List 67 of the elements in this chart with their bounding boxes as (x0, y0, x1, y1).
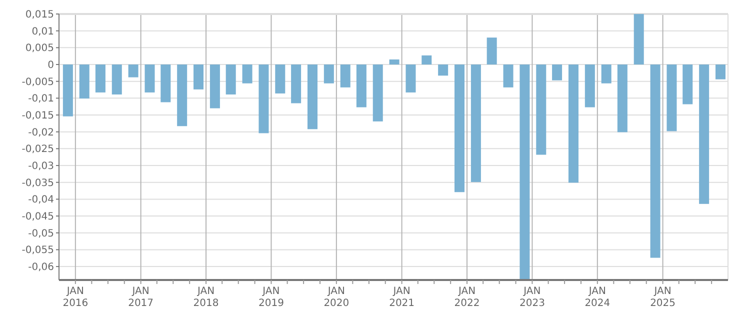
bar (682, 64, 693, 104)
bar (568, 64, 578, 183)
bar (536, 64, 546, 155)
x-tick-label: JAN 2018 (193, 286, 219, 309)
bar (62, 64, 73, 116)
bar (503, 64, 514, 88)
bar (194, 64, 204, 90)
bar (634, 14, 644, 65)
bar (177, 64, 188, 126)
bar (144, 64, 155, 92)
bar (406, 64, 416, 92)
bar (520, 64, 530, 280)
bar (210, 64, 220, 108)
bar (454, 64, 465, 192)
bar (95, 64, 106, 92)
x-tick-label: JAN 2020 (324, 286, 350, 309)
bar (356, 64, 366, 108)
bar (438, 64, 448, 76)
bar (486, 38, 497, 65)
bar (715, 64, 726, 80)
y-tick-label: -0,025 (22, 144, 54, 156)
y-tick-label: -0,04 (28, 194, 54, 206)
bar (112, 64, 122, 94)
bar (79, 64, 90, 99)
y-tick-label: 0,01 (32, 26, 54, 38)
y-tick-label: -0,02 (28, 127, 54, 138)
bar (128, 64, 138, 78)
x-tick-label: JAN 2022 (454, 286, 480, 309)
y-tick-label: -0,06 (28, 262, 54, 274)
bar (584, 64, 595, 108)
bar (324, 64, 334, 84)
y-tick-label: -0,055 (22, 245, 54, 256)
y-tick-label: -0,045 (22, 212, 54, 223)
y-tick-label: -0,005 (22, 76, 54, 88)
bar (160, 64, 171, 102)
bar (275, 64, 286, 94)
bar (372, 64, 383, 122)
x-tick-label: JAN 2024 (584, 286, 610, 309)
bar (422, 55, 432, 65)
y-tick-label: -0,05 (28, 228, 54, 240)
bar (601, 64, 612, 84)
x-tick-label: JAN 2023 (519, 286, 545, 309)
y-tick-label: -0,015 (22, 110, 54, 122)
bar (340, 64, 350, 88)
bar (242, 64, 252, 84)
bar (650, 64, 660, 258)
x-tick-label: JAN 2021 (389, 286, 415, 309)
y-tick-label: -0,035 (22, 178, 54, 189)
y-tick-label: -0,01 (28, 94, 54, 105)
bar (291, 64, 302, 104)
y-tick-label: -0,03 (28, 161, 54, 172)
x-tick-label: JAN 2025 (650, 286, 676, 309)
bar (470, 64, 481, 182)
bar (226, 64, 236, 94)
x-tick-label: JAN 2019 (258, 286, 284, 309)
y-tick-label: 0 (48, 60, 54, 72)
x-tick-label: JAN 2016 (62, 286, 88, 309)
bar (389, 59, 400, 65)
bar (699, 64, 710, 204)
bar (552, 64, 562, 80)
bar (617, 64, 628, 132)
x-tick-label: JAN 2017 (128, 286, 154, 309)
bar (666, 64, 677, 132)
bar (307, 64, 318, 130)
y-tick-label: 0,005 (25, 43, 54, 54)
y-tick-label: 0,015 (25, 10, 54, 20)
bar (258, 64, 269, 134)
